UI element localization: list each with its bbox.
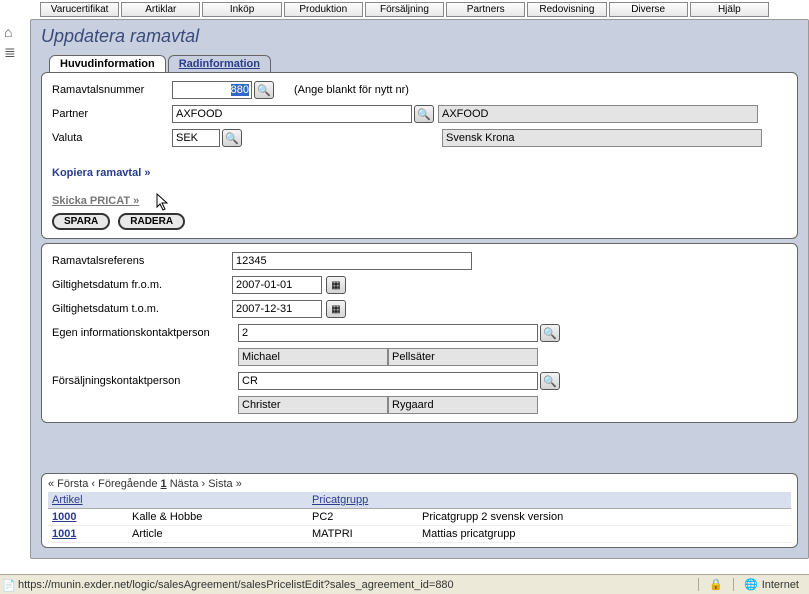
to-calendar-icon[interactable]: ▦ — [326, 300, 346, 318]
from-calendar-icon[interactable]: ▦ — [326, 276, 346, 294]
ref-label: Ramavtalsreferens — [52, 255, 232, 267]
status-lock: 🔒 — [698, 578, 733, 591]
cell-artikel[interactable]: 1001 — [48, 526, 128, 543]
table-row[interactable]: 1001 Article MATPRI Mattias pricatgrupp — [48, 526, 791, 543]
skicka-pricat-link[interactable]: Skicka PRICAT » — [52, 195, 139, 207]
globe-icon: 🌐 — [744, 578, 758, 591]
partner-name: AXFOOD — [438, 105, 758, 123]
ref-input[interactable] — [232, 252, 472, 270]
menu-produktion[interactable]: Produktion — [284, 2, 363, 17]
menu-forsaljning[interactable]: Försäljning — [365, 2, 444, 17]
lines-icon[interactable]: ≣ — [4, 44, 24, 61]
col-blank2 — [418, 492, 791, 509]
egen-code-input[interactable] — [238, 324, 538, 342]
menu-varucertifikat[interactable]: Varucertifikat — [40, 2, 119, 17]
statusbar: https://munin.exder.net/logic/salesAgree… — [0, 574, 809, 594]
tab-radinformation[interactable]: Radinformation — [168, 55, 271, 72]
menu-redovisning[interactable]: Redovisning — [527, 2, 606, 17]
sales-first: Christer — [238, 396, 388, 414]
ramavtalsnummer-input[interactable]: 880 — [231, 84, 249, 96]
left-toolbar: ⌂ ≣ — [4, 24, 24, 65]
cell-groupname: Mattias pricatgrupp — [418, 526, 791, 543]
valuta-label: Valuta — [52, 132, 172, 144]
status-url: https://munin.exder.net/logic/salesAgree… — [0, 579, 698, 591]
menu-diverse[interactable]: Diverse — [609, 2, 688, 17]
egen-first: Michael — [238, 348, 388, 366]
from-label: Giltighetsdatum fr.o.m. — [52, 279, 232, 291]
egen-label: Egen informationskontaktperson — [52, 327, 238, 339]
col-artikel[interactable]: Artikel — [48, 492, 128, 509]
table-row[interactable]: 1000 Kalle & Hobbe PC2 Pricatgrupp 2 sve… — [48, 509, 791, 526]
valuta-name: Svensk Krona — [442, 129, 762, 147]
radera-button[interactable]: RADERA — [118, 213, 185, 230]
cell-group: MATPRI — [308, 526, 418, 543]
cell-name: Kalle & Hobbe — [128, 509, 308, 526]
pager[interactable]: « Första ‹ Föregående 1 Nästa › Sista » — [48, 478, 791, 490]
cell-groupname: Pricatgrupp 2 svensk version — [418, 509, 791, 526]
tab-huvudinformation[interactable]: Huvudinformation — [49, 55, 166, 72]
kopiera-ramavtal-link[interactable]: Kopiera ramavtal » — [52, 167, 150, 179]
cell-group: PC2 — [308, 509, 418, 526]
main-panel: Uppdatera ramavtal Huvudinformation Radi… — [30, 19, 809, 559]
spara-button[interactable]: SPARA — [52, 213, 110, 230]
page-title: Uppdatera ramavtal — [41, 26, 798, 47]
panel-details: Ramavtalsreferens Giltighetsdatum fr.o.m… — [41, 243, 798, 423]
lock-icon: 🔒 — [709, 578, 723, 591]
article-grid: Artikel Pricatgrupp 1000 Kalle & Hobbe P… — [48, 492, 791, 543]
status-zone: 🌐 Internet — [733, 578, 809, 591]
partner-lookup-icon[interactable]: 🔍 — [414, 105, 434, 123]
sales-lookup-icon[interactable]: 🔍 — [540, 372, 560, 390]
from-input[interactable] — [232, 276, 322, 294]
menu-artiklar[interactable]: Artiklar — [121, 2, 200, 17]
sales-label: Försäljningskontaktperson — [52, 375, 238, 387]
egen-lookup-icon[interactable]: 🔍 — [540, 324, 560, 342]
partner-label: Partner — [52, 108, 172, 120]
valuta-lookup-icon[interactable]: 🔍 — [222, 129, 242, 147]
col-pricatgrupp[interactable]: Pricatgrupp — [308, 492, 418, 509]
sales-last: Rygaard — [388, 396, 538, 414]
tabs: Huvudinformation Radinformation — [49, 55, 798, 72]
cursor-icon — [156, 193, 172, 213]
menu-partners[interactable]: Partners — [446, 2, 525, 17]
col-blank1 — [128, 492, 308, 509]
ramavtalsnummer-lookup-icon[interactable]: 🔍 — [254, 81, 274, 99]
ramavtalsnummer-hint: (Ange blankt för nytt nr) — [294, 84, 409, 96]
home-icon[interactable]: ⌂ — [4, 24, 24, 40]
sales-code-input[interactable] — [238, 372, 538, 390]
egen-last: Pellsäter — [388, 348, 538, 366]
status-zone-text: Internet — [762, 579, 799, 591]
menubar: Varucertifikat Artiklar Inköp Produktion… — [0, 0, 809, 19]
to-input[interactable] — [232, 300, 322, 318]
ramavtalsnummer-label: Ramavtalsnummer — [52, 84, 172, 96]
menu-inkop[interactable]: Inköp — [202, 2, 281, 17]
cell-name: Article — [128, 526, 308, 543]
menu-hjalp[interactable]: Hjälp — [690, 2, 769, 17]
to-label: Giltighetsdatum t.o.m. — [52, 303, 232, 315]
cell-artikel[interactable]: 1000 — [48, 509, 128, 526]
panel-header: Ramavtalsnummer 880 🔍 (Ange blankt för n… — [41, 72, 798, 239]
valuta-code-input[interactable] — [172, 129, 220, 147]
partner-code-input[interactable] — [172, 105, 412, 123]
panel-grid: « Första ‹ Föregående 1 Nästa › Sista » … — [41, 473, 798, 548]
